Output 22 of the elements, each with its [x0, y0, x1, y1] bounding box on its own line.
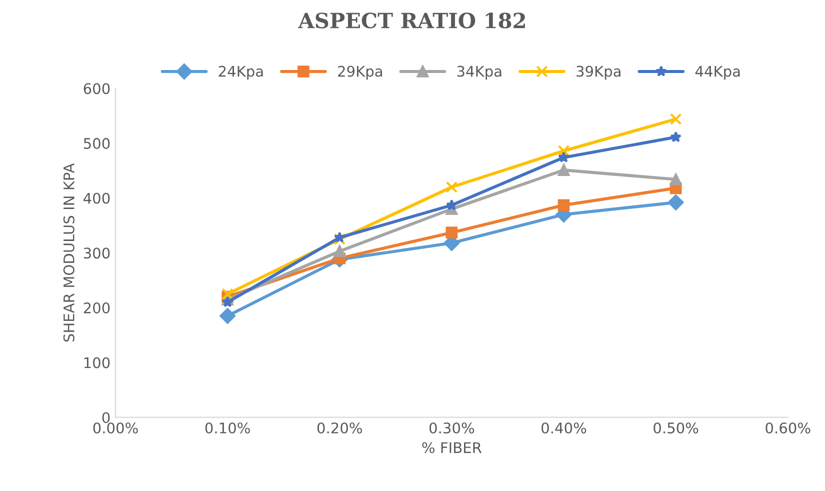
y-tick-label: 0 [102, 412, 110, 424]
chart-title: ASPECT RATIO 182 [298, 12, 525, 28]
legend-label: 39Kpa [576, 66, 620, 80]
y-tick-label: 600 [84, 83, 110, 94]
x-axis-title: % FIBER [422, 442, 482, 454]
y-tick-label: 500 [84, 138, 110, 149]
x-tick-label: 0.40% [542, 422, 586, 434]
legend-label: 29Kpa [338, 66, 382, 80]
y-tick-label: 300 [84, 248, 110, 259]
legend-label: 24Kpa [218, 66, 263, 80]
y-tick-label: 400 [84, 192, 110, 204]
y-tick-label: 200 [84, 302, 110, 314]
x-tick-label: 0.10% [205, 422, 250, 434]
y-axis-title: SHEAR MODULUS IN KPA [63, 163, 74, 342]
x-tick-label: 0.50% [654, 422, 698, 434]
x-tick-label: 0.30% [429, 422, 474, 434]
x-tick-label: 0.20% [317, 422, 362, 434]
y-tick-label: 100 [84, 357, 110, 368]
legend-label: 44Kpa [695, 66, 740, 80]
x-tick-label: 0.60% [766, 422, 810, 434]
x-tick-label: 0.00% [93, 422, 138, 434]
legend-label: 34Kpa [457, 66, 502, 80]
